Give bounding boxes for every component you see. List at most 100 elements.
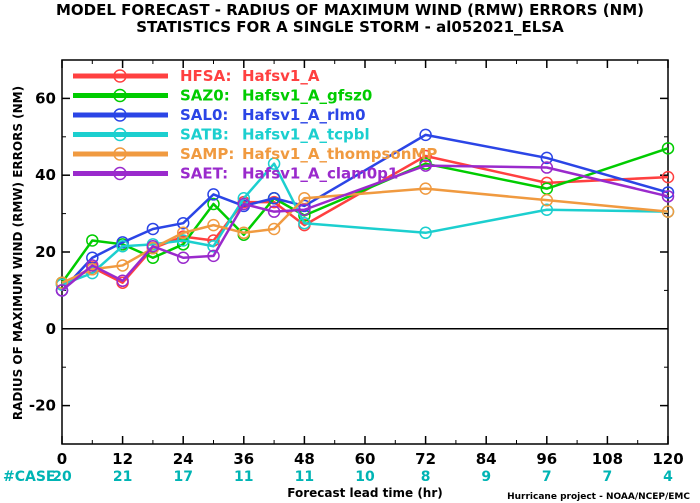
- data-point-hafsv1-a-tcpbl: [86, 266, 99, 280]
- data-point-hafsv1-a-thompsonmp: [661, 205, 675, 218]
- data-point-hafsv1-a-rlm0: [540, 151, 554, 165]
- case-count: 21: [113, 469, 132, 485]
- data-point-hafsv1-a-rlm0: [146, 222, 160, 236]
- data-point-hafsv1-a-thompsonmp: [267, 222, 281, 236]
- legend-entry-hafsv1-a-clam0p1: SAET: Hafsv1_A_clam0p1: [73, 165, 398, 183]
- legend: HFSA: Hafsv1_A SAZ0: Hafsv1_A_gfsz0 SAL0: Haf…: [73, 67, 437, 183]
- data-point-hafsv1-a-tcpbl: [419, 226, 432, 240]
- data-point-hafsv1-a-clam0p1: [116, 274, 129, 288]
- legend-label: Hafsv1_A: [242, 67, 320, 85]
- case-count: 11: [234, 469, 253, 485]
- data-point-hafsv1-a: [661, 170, 675, 184]
- y-tick-label: 20: [35, 243, 56, 261]
- legend-swatch-marker: [113, 147, 127, 161]
- case-count: 4: [663, 469, 673, 485]
- data-point-hafsv1-a-thompsonmp: [237, 226, 251, 240]
- data-point-hafsv1-a-gfsz0: [661, 142, 675, 155]
- case-count: 10: [355, 469, 375, 485]
- x-tick-label: 24: [173, 450, 194, 468]
- data-point-hafsv1-a-tcpbl: [176, 234, 190, 247]
- legend-code: SAL0:: [180, 106, 228, 124]
- data-point-hafsv1-a-rlm0: [661, 186, 675, 199]
- data-point-hafsv1-a-clam0p1: [540, 161, 554, 174]
- y-tick-label: 60: [35, 89, 56, 107]
- data-point-hafsv1-a-clam0p1: [419, 159, 432, 172]
- legend-label: Hafsv1_A_thompsonMP: [242, 145, 437, 163]
- data-point-hafsv1-a-tcpbl: [267, 157, 281, 170]
- x-tick-label: 72: [415, 450, 436, 468]
- data-point-hafsv1-a-thompsonmp: [419, 182, 432, 195]
- x-tick-label: 96: [536, 450, 557, 468]
- case-row-label: #CASE: [3, 469, 56, 485]
- data-point-hafsv1-a-thompsonmp: [540, 193, 554, 207]
- data-point-hafsv1-a-clam0p1: [176, 251, 190, 265]
- legend-entry-hafsv1-a-gfsz0: SAZ0: Hafsv1_A_gfsz0: [73, 87, 372, 105]
- data-point-hafsv1-a-rlm0: [298, 199, 311, 213]
- legend-entry-hafsv1-a-thompsonmp: SAMP: Hafsv1_A_thompsonMP: [73, 145, 437, 163]
- data-point-hafsv1-a-clam0p1: [146, 239, 160, 253]
- data-point-hafsv1-a-gfsz0: [86, 234, 99, 247]
- chart-title: MODEL FORECAST - RADIUS OF MAXIMUM WIND …: [56, 1, 644, 19]
- x-tick-label: 36: [233, 450, 254, 468]
- y-tick-label: -20: [29, 397, 56, 415]
- legend-entry-hafsv1-a-rlm0: SAL0: Hafsv1_A_rlm0: [73, 106, 366, 124]
- legend-label: Hafsv1_A_gfsz0: [242, 87, 372, 105]
- data-point-hafsv1-a-clam0p1: [207, 249, 220, 263]
- legend-swatch-marker: [113, 166, 127, 181]
- data-point-hafsv1-a-clam0p1: [86, 259, 99, 272]
- case-count: 17: [173, 469, 192, 485]
- x-axis-label: Forecast lead time (hr): [287, 486, 443, 500]
- data-point-hafsv1-a-thompsonmp: [176, 226, 190, 240]
- legend-swatch-marker: [113, 127, 127, 142]
- x-tick-label: 48: [294, 450, 315, 468]
- series-line-hafsv1-a-thompsonmp: [61, 187, 669, 284]
- data-point-hafsv1-a-clam0p1: [237, 197, 251, 211]
- legend-code: SAMP:: [180, 145, 234, 163]
- legend-code: SAZ0:: [180, 87, 230, 105]
- series-line-hafsv1-a-tcpbl: [61, 162, 669, 286]
- legend-code: SAET:: [180, 165, 228, 183]
- case-count: 8: [421, 469, 431, 485]
- series-layer: [55, 128, 675, 297]
- data-point-hafsv1-a-rlm0: [176, 216, 190, 230]
- data-point-hafsv1-a-clam0p1: [661, 190, 675, 203]
- legend-code: SATB:: [180, 126, 229, 144]
- case-count: 7: [542, 469, 552, 485]
- data-point-hafsv1-a-thompsonmp: [207, 218, 220, 232]
- data-point-hafsv1-a-clam0p1: [298, 203, 311, 217]
- y-axis-label: RADIUS OF MAXIMUM WIND (RMW) ERRORS (NM): [11, 86, 25, 420]
- data-point-hafsv1-a-tcpbl: [298, 216, 311, 230]
- data-point-hafsv1-a: [419, 149, 432, 163]
- data-point-hafsv1-a-clam0p1: [267, 205, 281, 218]
- legend-entry-hafsv1-a: HFSA: Hafsv1_A: [73, 67, 320, 85]
- legend-label: Hafsv1_A_rlm0: [242, 106, 366, 124]
- data-point-hafsv1-a-thompsonmp: [55, 276, 69, 289]
- x-tick-label: 60: [355, 450, 376, 468]
- data-point-hafsv1-a-rlm0: [267, 191, 281, 205]
- x-tick-label: 108: [592, 450, 623, 468]
- legend-swatch-marker: [113, 69, 127, 83]
- data-point-hafsv1-a-thompsonmp: [116, 259, 129, 272]
- data-point-hafsv1-a-clam0p1: [55, 284, 69, 297]
- axes-layer: 0 12 24 36 48 60 72 84 96 108 120 -20 0 20 40 60: [29, 59, 684, 468]
- y-tick-label: 0: [46, 320, 56, 338]
- case-count: 20: [52, 469, 72, 485]
- chart-subtitle: STATISTICS FOR A SINGLE STORM - al052021…: [136, 18, 564, 36]
- data-point-hafsv1-a-rlm0: [207, 188, 220, 201]
- credit-text: Hurricane project - NOAA/NCEP/EMC: [507, 492, 690, 502]
- legend-code: HFSA:: [180, 67, 232, 85]
- legend-swatch-marker: [113, 108, 127, 122]
- legend-swatch-marker: [113, 88, 127, 103]
- case-count: 7: [603, 469, 613, 485]
- x-tick-label: 0: [57, 450, 67, 468]
- x-tick-label: 120: [652, 450, 683, 468]
- case-count: 9: [481, 469, 491, 485]
- series-hafsv1-a-clam0p1: [55, 159, 675, 297]
- x-tick-label: 12: [112, 450, 133, 468]
- data-point-hafsv1-a-gfsz0: [207, 197, 220, 211]
- legend-entry-hafsv1-a-tcpbl: SATB: Hafsv1_A_tcpbl: [73, 126, 370, 144]
- y-tick-label: 40: [35, 166, 56, 184]
- legend-label: Hafsv1_A_clam0p1: [242, 165, 398, 183]
